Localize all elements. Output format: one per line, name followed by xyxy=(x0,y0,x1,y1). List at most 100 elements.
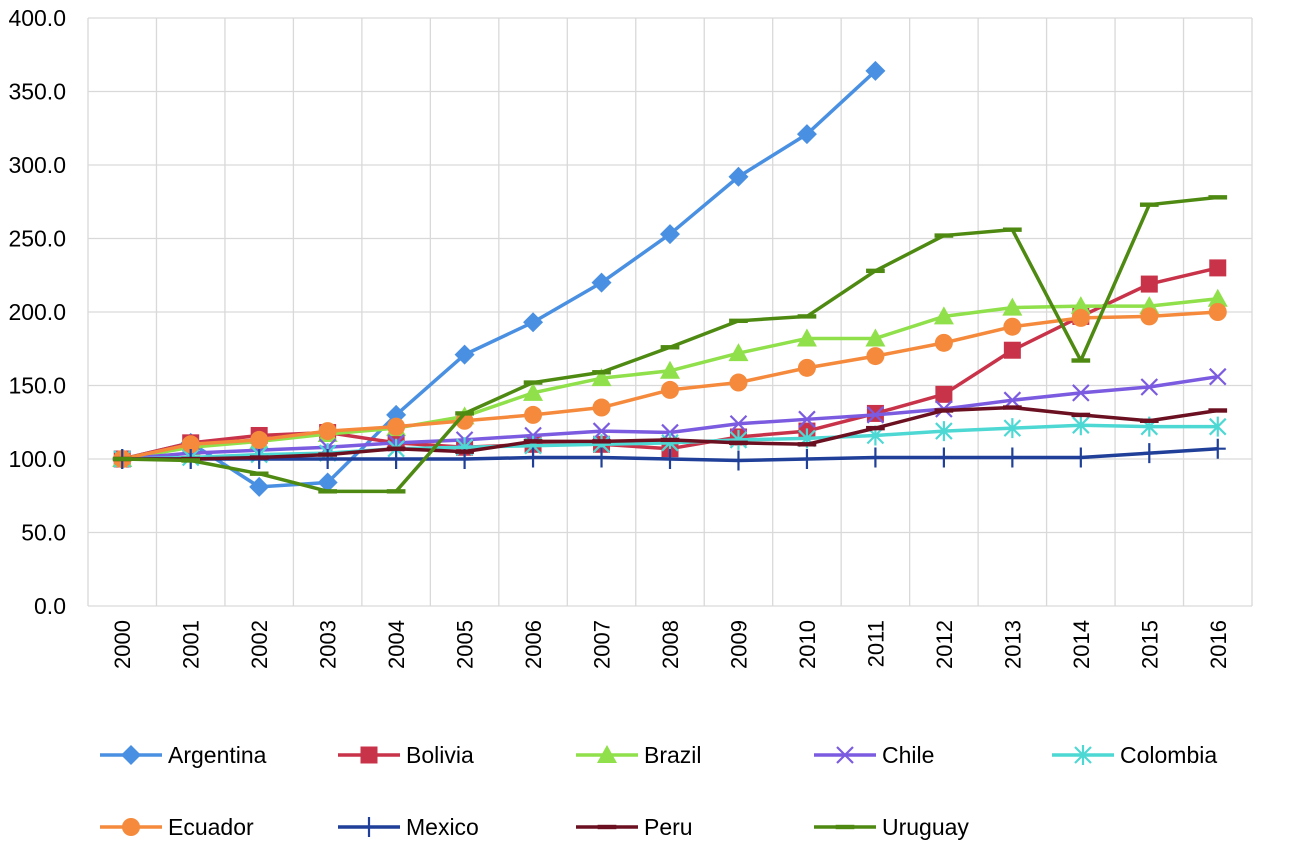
data-point-marker xyxy=(1071,308,1090,327)
data-point-marker xyxy=(386,489,406,494)
data-point-marker xyxy=(866,268,885,274)
data-point-marker xyxy=(523,382,544,401)
data-point-marker xyxy=(866,406,885,424)
data-point-marker xyxy=(729,318,748,324)
data-point-marker xyxy=(935,421,953,442)
y-tick-label: 50.0 xyxy=(21,520,66,546)
legend-item-colombia: Colombia xyxy=(1052,742,1217,768)
y-tick-label: 400.0 xyxy=(8,5,66,31)
data-point-marker xyxy=(1074,745,1092,765)
data-point-marker xyxy=(935,385,953,403)
data-point-marker xyxy=(797,314,817,319)
legend-item-argentina: Argentina xyxy=(100,742,267,768)
x-tick-label: 2016 xyxy=(1206,620,1231,669)
data-point-marker xyxy=(729,429,748,450)
data-point-marker xyxy=(1209,259,1227,277)
data-point-marker xyxy=(1072,447,1089,468)
data-point-marker xyxy=(1072,415,1090,436)
x-tick-label: 2014 xyxy=(1069,620,1094,669)
data-point-marker xyxy=(796,124,817,145)
data-point-marker xyxy=(1003,418,1022,439)
data-point-marker xyxy=(1003,227,1022,232)
data-point-marker xyxy=(317,472,338,493)
data-point-marker xyxy=(660,360,680,379)
data-point-marker xyxy=(729,373,748,392)
x-tick-label: 2008 xyxy=(658,620,683,669)
data-point-marker xyxy=(1209,438,1226,459)
data-point-marker xyxy=(866,425,885,431)
series-line xyxy=(121,69,877,489)
data-point-marker xyxy=(865,60,886,81)
data-point-marker xyxy=(1141,443,1158,464)
data-point-marker xyxy=(597,745,617,763)
x-tick-label: 2005 xyxy=(453,620,478,669)
data-point-marker xyxy=(597,824,617,830)
data-point-marker xyxy=(249,476,270,497)
x-tick-label: 2000 xyxy=(110,620,135,669)
data-point-marker xyxy=(319,449,336,469)
data-point-marker xyxy=(454,344,475,365)
data-point-marker xyxy=(112,456,132,462)
data-point-marker xyxy=(523,439,543,444)
data-point-marker xyxy=(730,450,747,471)
data-point-marker xyxy=(1208,408,1228,413)
data-point-marker xyxy=(523,380,543,385)
data-point-marker xyxy=(933,306,954,325)
y-tick-label: 300.0 xyxy=(8,152,66,178)
data-point-marker xyxy=(934,408,954,413)
x-tick-label: 2013 xyxy=(1000,620,1025,669)
legend-item-brazil: Brazil xyxy=(576,742,702,768)
data-point-marker xyxy=(728,343,749,362)
data-point-marker xyxy=(591,272,612,293)
series-peru xyxy=(112,405,1228,462)
data-point-marker xyxy=(836,746,854,764)
data-point-marker xyxy=(1140,378,1159,396)
data-point-marker xyxy=(660,345,680,350)
data-point-marker xyxy=(797,442,817,447)
y-tick-label: 150.0 xyxy=(8,373,66,399)
legend-item-bolivia: Bolivia xyxy=(338,742,474,768)
data-point-marker xyxy=(796,328,817,347)
x-tick-label: 2015 xyxy=(1137,620,1162,669)
data-point-marker xyxy=(1071,412,1091,418)
data-point-marker xyxy=(1208,416,1227,437)
y-tick-label: 250.0 xyxy=(8,226,66,252)
data-point-marker xyxy=(360,746,378,764)
data-point-marker xyxy=(1071,358,1091,363)
data-point-marker xyxy=(121,745,141,765)
data-point-marker xyxy=(249,471,269,476)
data-point-marker xyxy=(662,449,678,469)
legend-item-chile: Chile xyxy=(814,742,934,768)
data-point-marker xyxy=(249,455,269,460)
data-point-marker xyxy=(1003,405,1022,410)
data-point-marker xyxy=(181,458,201,463)
data-point-marker xyxy=(455,449,474,454)
data-point-marker xyxy=(318,489,337,494)
data-point-marker xyxy=(1003,317,1022,336)
data-point-marker xyxy=(592,370,611,375)
legend-label: Uruguay xyxy=(882,814,969,840)
x-tick-label: 2011 xyxy=(863,620,888,667)
data-point-marker xyxy=(729,414,748,433)
x-tick-label: 2003 xyxy=(316,620,341,669)
x-tick-label: 2012 xyxy=(932,620,957,669)
series-layer xyxy=(112,60,1228,497)
legend-label: Mexico xyxy=(406,814,479,840)
grid-lines xyxy=(87,17,1253,607)
data-point-marker xyxy=(592,422,611,440)
y-tick-label: 100.0 xyxy=(8,446,66,472)
data-point-marker xyxy=(835,824,855,830)
legend-label: Brazil xyxy=(644,742,702,768)
data-point-marker xyxy=(1208,367,1227,386)
data-point-marker xyxy=(1140,275,1158,293)
x-tick-label: 2004 xyxy=(384,620,409,669)
legend-label: Peru xyxy=(644,814,693,840)
data-point-marker xyxy=(455,411,474,416)
data-point-marker xyxy=(934,333,953,352)
data-point-marker xyxy=(387,417,406,436)
data-point-marker xyxy=(1004,447,1021,468)
data-point-marker xyxy=(523,312,544,333)
x-tick-label: 2002 xyxy=(247,620,272,669)
data-point-marker xyxy=(798,449,815,469)
